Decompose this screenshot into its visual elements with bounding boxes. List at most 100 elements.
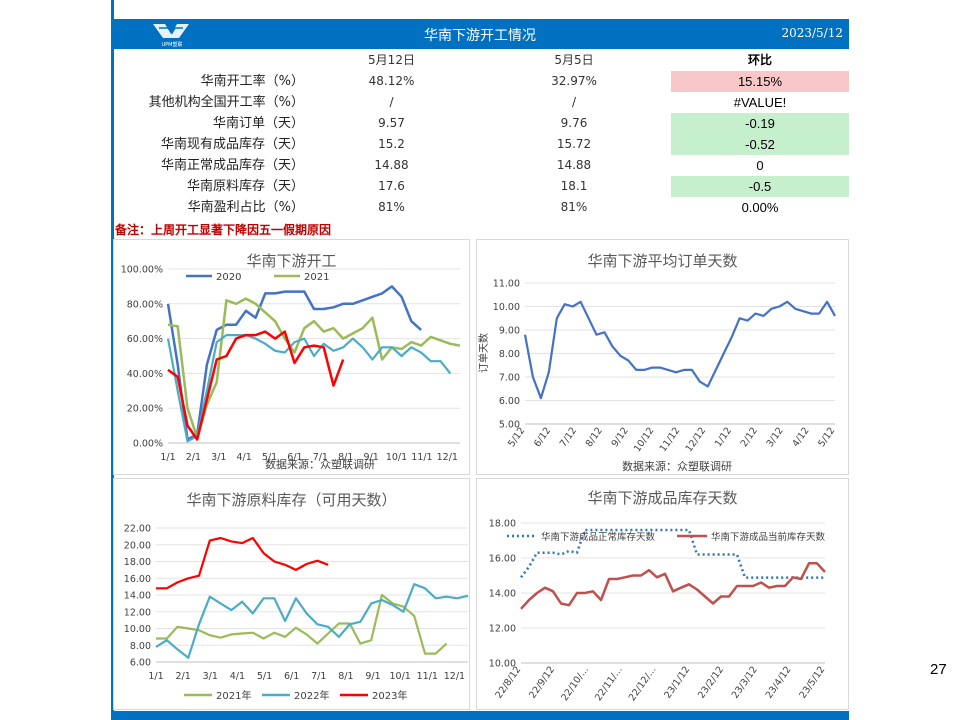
value-previous: 14.88: [556, 158, 592, 172]
x-tick-label: 10/12: [632, 425, 657, 454]
x-tick-label: 3/12: [765, 425, 786, 449]
y-tick-label: 10.00: [493, 302, 520, 313]
value-current: 14.88: [374, 158, 409, 172]
chart-title: 华南下游平均订单天数: [587, 252, 738, 270]
company-logo: UPM塑联: [153, 24, 189, 48]
x-tick-label: 8/12: [584, 425, 605, 449]
y-tick-label: 16.00: [489, 554, 516, 565]
x-tick-label: 2/1: [186, 452, 201, 463]
chart-panel-order-days: 华南下游平均订单天数 5.00 6.00 7.00 8.00 9.00 10.00 11.0…: [476, 239, 849, 475]
x-tick-label: 6/1: [287, 452, 302, 463]
page-title: 华南下游开工情况: [424, 28, 536, 44]
chart-operating-rate: 0.00% 20.00% 40.00% 60.00% 80.00% 100.00% 1/1 2…: [121, 265, 461, 471]
x-tick-label: 4/12: [790, 425, 811, 449]
chart-title: 华南下游原料库存（可用天数）: [186, 491, 397, 509]
y-tick-label: 14.00: [124, 591, 151, 602]
data-source-label: 数据来源：众塑联调研: [622, 459, 732, 473]
value-previous: 15.72: [556, 137, 592, 151]
row-label: 其他机构全国开工率（%）: [148, 95, 304, 110]
column-header: 环比: [747, 53, 772, 67]
footer-bar: [111, 711, 849, 720]
y-tick-label: 14.00: [489, 589, 516, 600]
value-current: 17.6: [378, 179, 405, 193]
x-tick-label: 8/1: [338, 671, 353, 682]
y-tick-label: 100.00%: [121, 265, 163, 276]
x-tick-label: 6/12: [532, 425, 553, 449]
series-line-3: [167, 330, 345, 441]
row-label: 华南正常成品库存（天）: [160, 158, 304, 173]
x-tick-label: 8/1: [338, 452, 353, 463]
legend-label: 2021: [304, 272, 329, 283]
legend-label: 2022年: [294, 689, 329, 702]
x-tick-label: 2/1: [175, 671, 190, 682]
y-tick-label: 8.00: [130, 641, 151, 652]
value-change: 15.15%: [671, 71, 849, 92]
table-row: 华南正常成品库存（天） 14.88 14.88 0: [114, 155, 849, 176]
x-tick-label: 22/12/...: [627, 664, 659, 703]
value-change: #VALUE!: [733, 95, 787, 110]
chart-raw-material: 6.00 8.00 10.00 12.00 14.00 16.00 18.00 20.00 22…: [124, 524, 469, 702]
row-label: 华南盈利占比（%）: [187, 200, 304, 215]
x-tick-label: 1/1: [160, 452, 175, 463]
y-tick-label: 5.00: [499, 420, 520, 431]
x-tick-label: 9/1: [365, 671, 380, 682]
value-previous: /: [571, 95, 577, 109]
value-current: 81%: [378, 200, 405, 214]
y-tick-label: 22.00: [124, 524, 151, 535]
y-tick-label: 60.00%: [127, 334, 163, 345]
value-current: 15.2: [378, 137, 405, 151]
x-tick-label: 10/1: [386, 452, 407, 463]
x-tick-label: 9/1: [363, 452, 378, 463]
value-current: /: [389, 95, 394, 109]
x-tick-label: 7/1: [313, 452, 328, 463]
y-tick-label: 10.00: [489, 659, 516, 670]
table-row: 其他机构全国开工率（%） / / #VALUE!: [114, 92, 849, 113]
x-tick-label: 2/12: [739, 425, 760, 449]
x-tick-label: 7/12: [558, 425, 579, 449]
table-header-row: 5月12日 5月5日 环比: [114, 50, 849, 71]
x-tick-label: 4/1: [237, 452, 252, 463]
x-tick-label: 22/11/...: [593, 664, 625, 703]
value-change: -0.5: [671, 176, 849, 197]
series-line-1: [167, 297, 461, 440]
x-tick-label: 12/12: [684, 425, 709, 454]
series-line-1: [155, 582, 469, 659]
y-tick-label: 40.00%: [127, 369, 163, 380]
x-tick-label: 12/1: [444, 671, 465, 682]
x-tick-label: 5/1: [257, 671, 272, 682]
y-axis-label: 订单天数: [477, 333, 490, 373]
value-current: 48.12%: [368, 74, 415, 88]
value-previous: 32.97%: [551, 74, 597, 88]
column-header: 5月12日: [368, 53, 415, 67]
y-tick-label: 80.00%: [127, 299, 163, 310]
left-accent-strip: [111, 0, 114, 720]
y-tick-label: 11.00: [493, 279, 520, 290]
y-tick-label: 12.00: [489, 624, 516, 635]
x-tick-label: 11/1: [417, 671, 438, 682]
chart-panel-raw-material: 华南下游原料库存（可用天数） 6.00 8.00 10.00 12.00 14.00 16…: [113, 478, 470, 710]
row-label: 华南原料库存（天）: [186, 179, 304, 194]
x-tick-label: 5/1: [262, 452, 277, 463]
table-row: 华南开工率（%） 48.12% 32.97% 15.15%: [114, 71, 849, 92]
value-change: -0.19: [671, 113, 849, 134]
table-row: 华南订单（天） 9.57 9.76 -0.19: [114, 113, 849, 134]
logo-text: UPM塑联: [162, 41, 183, 48]
legend-label: 2020: [216, 272, 241, 283]
row-label: 华南订单（天）: [212, 116, 304, 131]
value-previous: 9.76: [560, 116, 588, 130]
x-tick-label: 7/1: [311, 671, 326, 682]
legend-label: 2021年: [216, 689, 251, 702]
column-header: 5月5日: [554, 53, 594, 67]
page-number: 27: [930, 661, 947, 678]
series-line-0: [520, 528, 825, 579]
y-tick-label: 6.00: [499, 396, 520, 407]
x-tick-label: 5/12: [816, 425, 837, 449]
chart-panel-finished-goods: 华南下游成品库存天数 10.00 12.00 14.00 16.00 18.00 22/8…: [476, 478, 849, 710]
x-tick-label: 12/1: [437, 452, 458, 463]
value-change: 0: [756, 158, 764, 173]
x-tick-label: 11/1: [411, 452, 432, 463]
table-row: 华南现有成品库存（天） 15.2 15.72 -0.52: [114, 134, 849, 155]
row-label: 华南开工率（%）: [200, 74, 304, 89]
y-tick-label: 10.00: [124, 624, 151, 635]
